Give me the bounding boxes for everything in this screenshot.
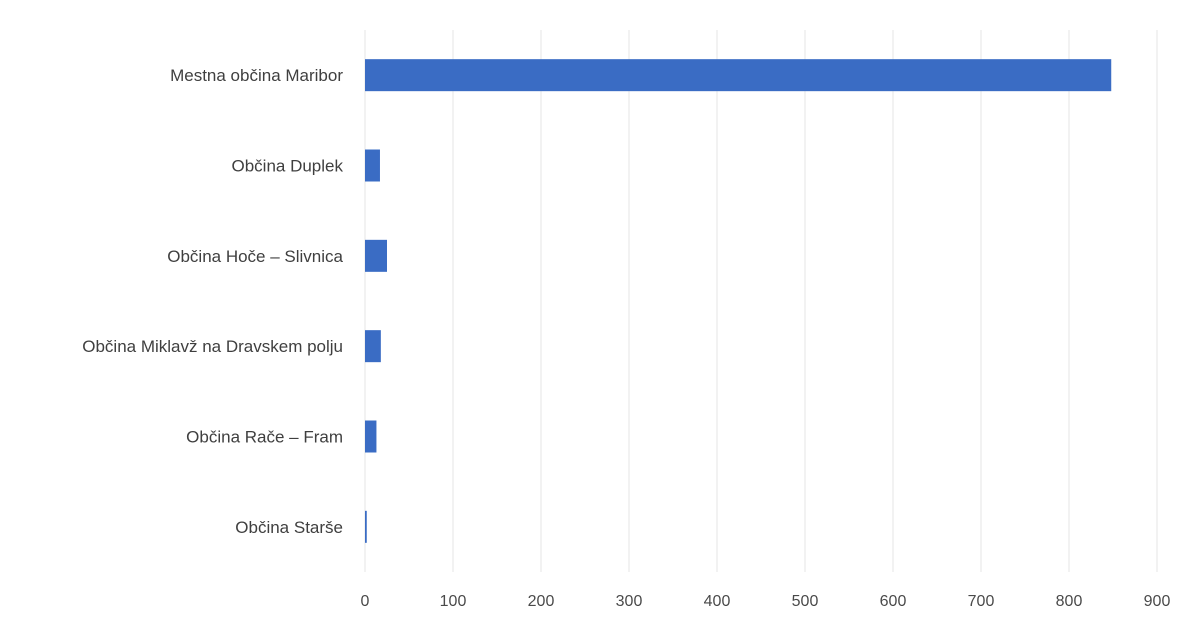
category-labels: Mestna občina Maribor Občina Duplek Občina…	[82, 66, 343, 537]
category-label: Občina Miklavž na Dravskem polju	[82, 337, 343, 356]
bar	[365, 510, 367, 543]
gridlines	[364, 30, 1158, 572]
bar	[365, 420, 377, 453]
category-label: Občina Hoče – Slivnica	[167, 247, 343, 266]
x-tick-label: 0	[361, 593, 370, 610]
category-label: Mestna občina Maribor	[170, 66, 343, 85]
x-tick-label: 900	[1144, 593, 1171, 610]
bar	[365, 330, 381, 363]
x-tick-label: 600	[880, 593, 907, 610]
category-label: Občina Duplek	[231, 157, 343, 176]
category-label: Občina Starše	[235, 518, 343, 537]
x-tick-label: 500	[792, 593, 819, 610]
bar	[365, 149, 380, 182]
x-tick-label: 300	[616, 593, 643, 610]
x-tick-label: 400	[704, 593, 731, 610]
x-tick-label: 100	[440, 593, 467, 610]
x-tick-label: 700	[968, 593, 995, 610]
x-tick-label: 800	[1056, 593, 1083, 610]
category-label: Občina Rače – Fram	[186, 428, 343, 447]
bar	[365, 239, 387, 272]
bar	[365, 59, 1112, 92]
x-axis-tick-labels: 0 100 200 300 400 500 600 700 800 900	[361, 593, 1171, 610]
bars	[365, 59, 1112, 543]
x-tick-label: 200	[528, 593, 555, 610]
